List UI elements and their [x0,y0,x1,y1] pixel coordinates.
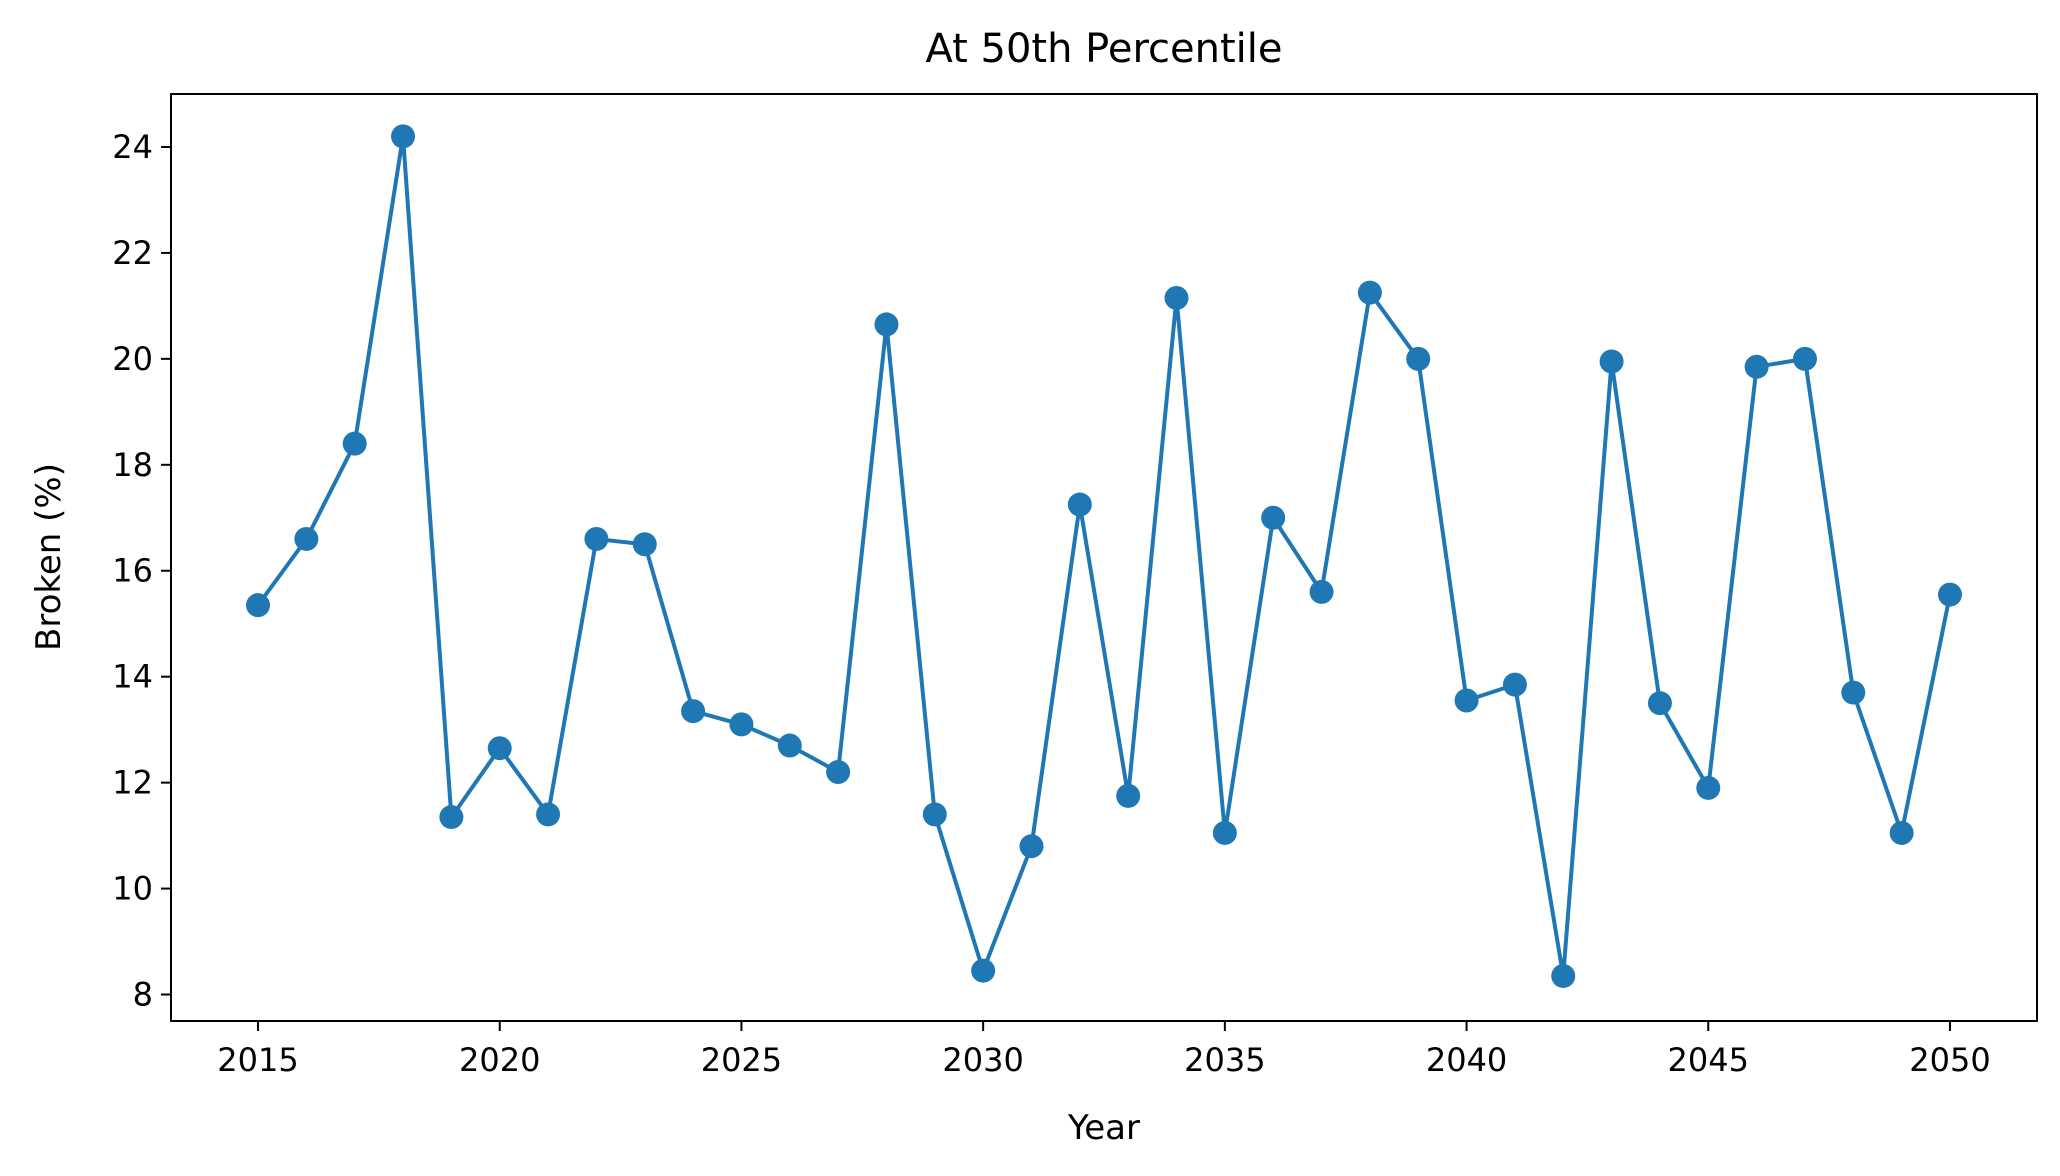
data-point [1357,280,1382,305]
data-point [1744,354,1769,379]
data-point [439,805,464,830]
data-point [342,431,367,456]
x-tick-label: 2050 [1909,1041,1990,1079]
x-tick-label: 2030 [942,1041,1023,1079]
data-point [1551,963,1576,988]
data-point [1696,775,1721,800]
data-point [1406,346,1431,371]
data-point [584,526,609,551]
x-tick-label: 2015 [217,1041,298,1079]
data-point [1937,582,1962,607]
data-point [391,124,416,149]
y-tick-label: 16 [112,552,153,590]
x-tick-label: 2035 [1184,1041,1265,1079]
data-point [1212,820,1237,845]
data-point [246,593,271,618]
data-point [1261,505,1286,530]
data-point [777,733,802,758]
data-point [1889,820,1914,845]
data-point [729,712,754,737]
data-point [1164,285,1189,310]
data-points [246,124,1962,988]
x-tick-label: 2025 [701,1041,782,1079]
data-point [971,958,996,983]
chart-title: At 50th Percentile [925,26,1282,72]
data-point [1454,688,1479,713]
data-point [1647,691,1672,716]
plot-frame [170,93,2038,1022]
y-tick-label: 20 [112,340,153,378]
y-tick-label: 8 [133,976,153,1014]
data-point [922,802,947,827]
x-tick-label: 2040 [1426,1041,1507,1079]
data-point [1116,783,1141,808]
data-point [874,312,899,337]
y-tick-label: 24 [112,128,153,166]
data-point [536,802,561,827]
data-point [826,760,851,785]
data-point [294,526,319,551]
x-tick-label: 2045 [1668,1041,1749,1079]
data-point [1841,680,1866,705]
data-point [487,736,512,761]
y-tick-label: 18 [112,446,153,484]
data-point [1019,834,1044,859]
data-point [632,532,657,557]
y-tick-label: 12 [112,764,153,802]
x-axis-label: Year [1067,1108,1140,1148]
y-tick-label: 14 [112,658,153,696]
data-point [1792,346,1817,371]
y-tick-label: 22 [112,234,153,272]
data-point [681,699,706,724]
y-axis-ticks: 8 10 12 14 16 18 20 22 24 [112,128,171,1014]
x-tick-label: 2020 [459,1041,540,1079]
data-point [1502,672,1527,697]
data-point [1309,579,1334,604]
y-tick-label: 10 [112,870,153,908]
x-axis-ticks: 2015 2020 2025 2030 2035 2040 2045 2050 [217,1021,1991,1079]
series-line [256,134,1952,978]
y-axis-label: Broken (%) [29,463,69,651]
data-point [1599,349,1624,374]
data-point [1067,492,1092,517]
